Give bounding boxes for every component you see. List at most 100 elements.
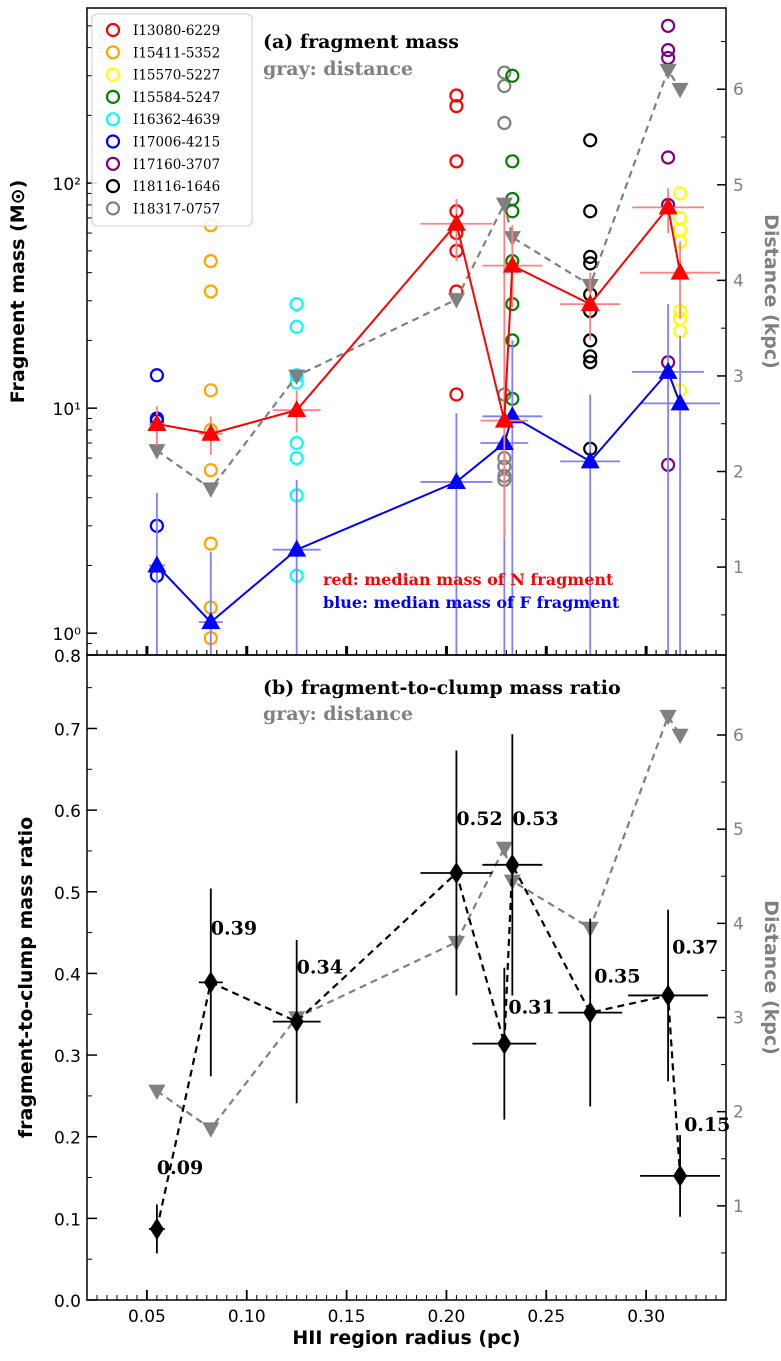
y2-tick-label: 6 xyxy=(733,80,744,100)
panel-a-subtitle: gray: distance xyxy=(263,58,413,80)
panel-a-title: (a) fragment mass xyxy=(263,31,459,53)
distance-marker-a xyxy=(495,197,513,213)
distance-marker-a xyxy=(288,369,306,385)
x-tick-label: 0.05 xyxy=(128,1307,166,1327)
f-median-marker xyxy=(201,612,221,630)
fragment-point xyxy=(497,115,512,131)
legend: I13080-6229 I15411-5352 I15570-5227 I15584-… xyxy=(91,13,253,227)
legend-label: I15584-5247 xyxy=(133,90,220,106)
y-axis-label-a: Fragment mass (M⊙) xyxy=(7,180,29,404)
fragment-point xyxy=(583,204,598,219)
y-tick-label: 0.2 xyxy=(54,1129,81,1149)
note-n: red: median mass of N fragment xyxy=(323,570,614,589)
y-tick-label: 0.8 xyxy=(54,647,81,667)
fragment-point xyxy=(660,18,676,33)
x-tick-label: 0.10 xyxy=(228,1307,266,1327)
distance-marker-b xyxy=(202,1122,220,1138)
legend-marker xyxy=(105,45,121,60)
legend-label: I16362-4639 xyxy=(133,112,220,128)
n-median-marker xyxy=(446,213,466,231)
legend-label: I17006-4215 xyxy=(133,135,220,151)
x-axis-label: HII region radius (pc) xyxy=(292,1327,520,1349)
fragment-point xyxy=(505,68,520,83)
fragment-point xyxy=(660,50,676,66)
x-tick-label: 0.20 xyxy=(428,1307,466,1327)
distance-marker-b xyxy=(659,709,677,726)
panel-b-title: (b) fragment-to-clump mass ratio xyxy=(263,677,621,699)
distance-line-a xyxy=(156,67,682,491)
y2-tick-label: 3 xyxy=(733,1009,744,1029)
fragment-point xyxy=(672,186,688,201)
y-tick-label: 10² xyxy=(53,175,81,195)
fragment-point xyxy=(505,204,520,219)
y2-tick-label: 4 xyxy=(733,914,744,934)
fragment-point xyxy=(289,296,304,312)
ratio-value-label: 0.35 xyxy=(594,966,640,988)
fragment-point xyxy=(203,254,218,269)
panel-b: 0.0 0.1 0.2 0.3 0.4 0.5 0.6 0.7 1 2 3 4 5 6 0.05 0.10 0.… xyxy=(15,654,781,1349)
legend-marker xyxy=(105,22,121,38)
legend-label: I15570-5227 xyxy=(133,68,220,84)
ratio-value-label: 0.39 xyxy=(211,917,257,939)
distance-marker-a xyxy=(447,293,465,309)
fragment-point xyxy=(505,154,520,169)
legend-label: I13080-6229 xyxy=(133,23,220,39)
ratio-marker xyxy=(497,1032,512,1055)
f-median-marker xyxy=(580,451,600,469)
distance-marker-b xyxy=(671,728,689,745)
n-median-marker xyxy=(494,410,514,428)
y2-tick-label: 5 xyxy=(733,176,744,196)
y2-tick-label: 4 xyxy=(733,271,744,291)
ratio-value-label: 0.37 xyxy=(672,936,718,958)
n-median-marker xyxy=(502,255,522,273)
ratio-value-label: 0.34 xyxy=(297,957,343,979)
legend-label: I18116-1646 xyxy=(133,179,220,195)
legend-box xyxy=(91,13,253,227)
fragment-point xyxy=(497,65,512,80)
y2-tick-label: 2 xyxy=(733,463,744,483)
legend-marker xyxy=(105,89,121,105)
fragment-point xyxy=(497,78,512,94)
note-f: blue: median mass of F fragment xyxy=(323,593,620,612)
ratio-value-label: 0.09 xyxy=(157,1157,203,1179)
legend-marker xyxy=(105,156,121,171)
fragment-point xyxy=(449,88,464,103)
legend-marker xyxy=(105,67,121,82)
legend-marker xyxy=(105,112,121,127)
f-median-marker xyxy=(658,361,678,379)
fragment-point xyxy=(149,368,164,383)
y-tick-label: 0.3 xyxy=(54,1047,81,1067)
y2-tick-label: 1 xyxy=(733,1197,744,1217)
y2-tick-label: 3 xyxy=(733,367,744,387)
fragment-point xyxy=(672,323,688,339)
y-tick-label: 0.7 xyxy=(54,720,81,740)
distance-marker-a xyxy=(202,482,220,498)
ratio-value-label: 0.31 xyxy=(508,997,554,1019)
legend-marker xyxy=(105,179,121,194)
ratio-marker xyxy=(289,1010,304,1033)
y-tick-label: 0.6 xyxy=(54,802,81,822)
fragment-point xyxy=(203,383,218,398)
y2-axis-label-b: Distance (kpc) xyxy=(760,900,781,1055)
fragment-point xyxy=(289,319,304,334)
f-median-marker xyxy=(446,471,466,489)
y-tick-label: 0.5 xyxy=(54,884,81,904)
fragment-point xyxy=(583,355,598,370)
ratio-value-label: 0.52 xyxy=(456,808,502,830)
ratio-marker xyxy=(449,861,464,884)
ratio-marker xyxy=(661,984,676,1007)
fragment-point xyxy=(449,98,464,114)
n-median-marker xyxy=(147,414,167,432)
y2-tick-label: 5 xyxy=(733,820,744,840)
axes-frame-b xyxy=(86,654,727,1301)
y-tick-label: 0.0 xyxy=(54,1292,81,1312)
ratio-marker xyxy=(583,1001,598,1024)
legend-label: I15411-5352 xyxy=(133,45,220,61)
ratio-value-label: 0.15 xyxy=(684,1114,730,1136)
ratio-marker xyxy=(673,1164,688,1187)
y-tick-label: 10¹ xyxy=(53,400,81,420)
distance-marker-a xyxy=(671,82,689,99)
n-median-marker xyxy=(201,423,221,441)
fragment-point xyxy=(203,536,218,551)
